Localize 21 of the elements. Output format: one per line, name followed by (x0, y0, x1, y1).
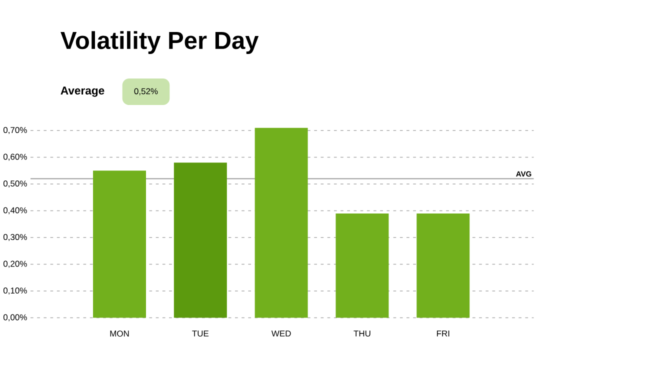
y-tick-label: 0,10% (3, 288, 27, 295)
x-tick-label: FRI (436, 330, 450, 337)
y-tick-label: 0,40% (3, 207, 27, 214)
y-tick-label: 0,20% (3, 260, 27, 268)
x-tick-label: WED (271, 330, 291, 337)
y-tick-label: 0,60% (3, 154, 27, 161)
bar (93, 170, 146, 318)
x-tick-label: THU (354, 330, 370, 337)
x-tick-label: TUE (192, 330, 209, 337)
bar (416, 214, 470, 318)
text: Average (60, 86, 104, 97)
bar (174, 162, 227, 318)
text: 0,52% (134, 88, 158, 96)
y-tick-label: 0,00% (3, 314, 27, 322)
bar (254, 128, 308, 318)
chart-title: Volatility Per Day (60, 31, 259, 54)
y-tick-label: 0,30% (3, 234, 27, 242)
y-tick-label: 0,70% (3, 127, 27, 134)
x-tick-label: MON (110, 330, 129, 337)
y-tick-label: 0,50% (3, 180, 27, 188)
bar (336, 214, 389, 318)
